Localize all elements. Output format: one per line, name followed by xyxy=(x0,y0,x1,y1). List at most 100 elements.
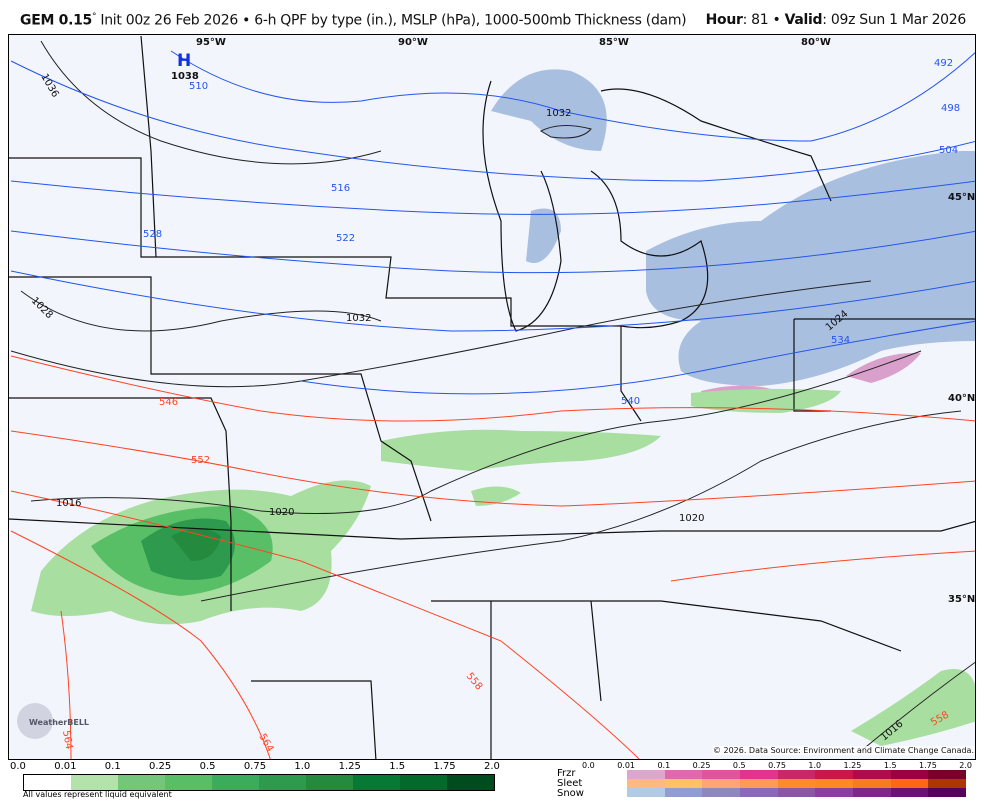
type-swatch xyxy=(664,779,703,788)
tick: 2.0 xyxy=(959,761,972,770)
thickness-label: 564 xyxy=(256,732,275,754)
type-swatch xyxy=(890,770,929,779)
high-pressure-symbol: H xyxy=(177,51,191,71)
thickness-label: 552 xyxy=(191,455,210,466)
thickness-cold-lines xyxy=(10,50,978,395)
map-title: GEM 0.15° Init 00z 26 Feb 2026 • 6-h QPF… xyxy=(20,12,687,29)
map-canvas: 95°W 90°W 85°W 80°W 45°N 40°N 35°N H 103… xyxy=(8,35,978,762)
type-swatch xyxy=(928,779,967,788)
tick: 0.0 xyxy=(10,761,26,772)
qpf-swatch xyxy=(165,775,212,790)
qpf-note: All values represent liquid equivalent xyxy=(23,790,172,799)
frzr-label: Frzr xyxy=(557,768,576,779)
frzr-color-bar xyxy=(627,770,967,779)
tick: 0.75 xyxy=(243,761,267,772)
isobar-label: 1028 xyxy=(29,295,55,321)
latitude-labels: 45°N 40°N 35°N xyxy=(948,192,975,605)
type-swatch xyxy=(853,779,891,788)
thickness-label: 558 xyxy=(464,671,485,693)
lon-95w: 95°W xyxy=(196,37,226,48)
lon-85w: 85°W xyxy=(599,37,629,48)
tick: 0.01 xyxy=(617,761,635,770)
tick: 1.75 xyxy=(433,761,456,772)
isobar-label: 1036 xyxy=(38,72,60,100)
valid-label: Valid xyxy=(784,12,823,28)
sleet-label: Sleet xyxy=(557,778,583,789)
tick: 0.75 xyxy=(768,761,786,770)
type-swatch xyxy=(928,788,967,797)
hour-value: : 81 • xyxy=(742,12,785,28)
tick: 0.5 xyxy=(199,761,216,772)
tick: 0.5 xyxy=(732,761,746,770)
snow-color-bar xyxy=(627,788,967,797)
type-swatch xyxy=(777,788,816,797)
isobar-lines xyxy=(10,40,978,752)
qpf-swatch xyxy=(306,775,353,790)
thickness-label: 564 xyxy=(60,730,74,751)
snow-areas xyxy=(491,69,977,386)
qpf-swatch xyxy=(118,775,165,790)
qpf-swatch xyxy=(353,775,400,790)
lon-90w: 90°W xyxy=(398,37,428,48)
hour-label: Hour xyxy=(705,12,743,28)
thickness-label: 546 xyxy=(159,397,178,408)
tick: 1.25 xyxy=(843,761,862,770)
longitude-labels: 95°W 90°W 85°W 80°W xyxy=(196,37,831,48)
thickness-labels: 492 498 504 510 516 522 528 534 540 xyxy=(143,58,960,407)
tick: 1.25 xyxy=(338,761,361,772)
thickness-label: 498 xyxy=(941,103,960,114)
snow-label: Snow xyxy=(557,788,584,799)
type-swatch xyxy=(853,770,891,779)
qpf-legend-ticks: 0.0 0.01 0.1 0.25 0.5 0.75 1.0 1.25 1.5 1.75 2.0 xyxy=(10,761,500,772)
tick: 0.01 xyxy=(54,761,77,772)
type-swatch xyxy=(777,779,816,788)
type-swatch xyxy=(740,788,778,797)
type-swatch xyxy=(928,770,967,779)
type-legend-ticks: 0.0 0.01 0.1 0.25 0.5 0.75 1.0 1.25 1.5 1.75 2.0 xyxy=(582,761,972,770)
type-swatch xyxy=(627,779,665,788)
tick: 1.5 xyxy=(883,761,897,770)
qpf-swatch xyxy=(259,775,306,790)
qpf-swatch xyxy=(71,775,118,790)
thickness-label: 516 xyxy=(331,183,350,194)
tick: 0.25 xyxy=(692,761,711,770)
weatherbell-logo: WeatherBELL xyxy=(17,703,89,739)
thickness-label: 528 xyxy=(143,229,162,240)
type-swatch xyxy=(815,788,854,797)
lat-40n: 40°N xyxy=(948,393,975,404)
model-name: GEM 0.15 xyxy=(20,12,93,29)
isobar-label: 1020 xyxy=(679,513,704,524)
thickness-warm-lines xyxy=(10,355,978,762)
logo-text: WeatherBELL xyxy=(29,718,89,727)
lat-35n: 35°N xyxy=(948,594,975,605)
tick: 0.0 xyxy=(582,761,595,770)
isobar-label: 1032 xyxy=(346,313,371,324)
type-swatch xyxy=(740,770,778,779)
isobar-label: 1032 xyxy=(546,108,571,119)
sleet-color-bar xyxy=(627,779,967,788)
tick: 1.0 xyxy=(808,761,822,770)
state-borders xyxy=(8,35,978,762)
type-swatch xyxy=(890,788,929,797)
weather-map: 95°W 90°W 85°W 80°W 45°N 40°N 35°N H 103… xyxy=(8,34,978,762)
type-swatch xyxy=(702,779,741,788)
type-swatch xyxy=(627,770,665,779)
isobar-label: 1016 xyxy=(56,498,81,509)
type-swatch xyxy=(777,770,816,779)
type-swatch xyxy=(890,779,929,788)
tick: 2.0 xyxy=(483,761,500,772)
map-description: Init 00z 26 Feb 2026 • 6-h QPF by type (… xyxy=(100,12,687,29)
thickness-label: 492 xyxy=(934,58,953,69)
type-swatch xyxy=(815,779,854,788)
qpf-swatch xyxy=(400,775,447,790)
type-swatch xyxy=(664,788,703,797)
valid-time: Hour: 81 • Valid: 09z Sun 1 Mar 2026 xyxy=(705,12,967,28)
qpf-swatch xyxy=(212,775,259,790)
type-swatch xyxy=(627,788,665,797)
type-swatch xyxy=(664,770,703,779)
tick: 1.75 xyxy=(919,761,937,770)
tick: 0.1 xyxy=(657,761,671,770)
thickness-label: 510 xyxy=(189,81,208,92)
thickness-label: 540 xyxy=(621,396,640,407)
thickness-label: 504 xyxy=(939,145,958,156)
